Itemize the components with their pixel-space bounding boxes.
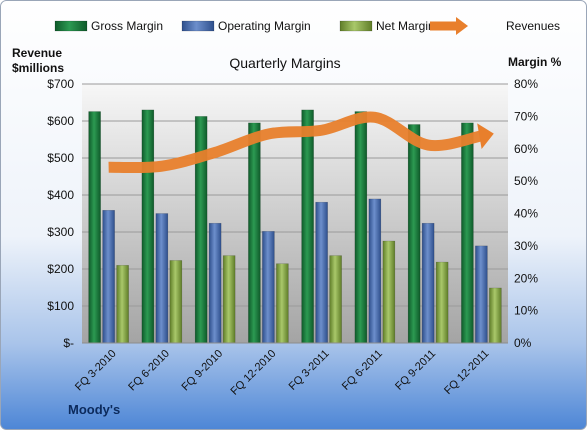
net-margin-bar <box>116 265 129 344</box>
operating-margin-bar <box>208 222 222 344</box>
operating-margin-bar <box>368 198 382 344</box>
right-axis-label: Margin % <box>508 55 562 69</box>
operating-margin-bar <box>155 213 169 344</box>
net-margin-bar <box>169 260 183 344</box>
left-axis-tick-labels: $- $100 $200 $300 $400 $500 $600 $700 <box>47 77 74 350</box>
net-margin-bar <box>329 255 342 344</box>
right-tick-label: 60% <box>514 142 538 156</box>
right-tick-label: 10% <box>514 304 538 318</box>
legend-swatch <box>54 20 88 32</box>
net-margin-bar <box>276 263 289 344</box>
right-tick-label: 0% <box>514 336 532 350</box>
operating-margin-bar <box>315 201 328 344</box>
legend-label: Operating Margin <box>218 19 311 33</box>
operating-margin-bar <box>421 222 435 344</box>
net-margin-bar <box>435 261 449 344</box>
right-tick-label: 70% <box>514 109 538 123</box>
net-margin-bar <box>382 240 396 344</box>
legend-label: Gross Margin <box>91 19 163 33</box>
revenue-line-series <box>108 111 494 174</box>
net-margin-bar <box>222 255 236 344</box>
revenue-line <box>108 111 483 174</box>
gross-margin-bar <box>354 111 368 344</box>
operating-margin-bar <box>475 245 488 344</box>
left-tick-label: $700 <box>47 77 74 91</box>
operating-margin-bar <box>262 231 275 344</box>
left-tick-label: $200 <box>47 262 74 276</box>
gross-margin-bar <box>88 111 101 344</box>
net-margin-bar <box>489 287 502 344</box>
left-axis-label-line1: Revenue <box>12 46 62 60</box>
legend: Gross Margin Operating Margin Net Margin Re… <box>54 17 560 35</box>
left-tick-label: $- <box>63 336 74 350</box>
legend-swatch-arrowhead <box>456 17 468 35</box>
legend-label: Revenues <box>506 19 560 33</box>
revenue-line-arrowhead <box>477 123 494 149</box>
legend-swatch <box>181 20 215 32</box>
gross-margin-bar <box>141 109 155 344</box>
left-tick-label: $500 <box>47 151 74 165</box>
gross-margin-bar <box>248 122 261 344</box>
gross-margin-bar <box>301 109 314 344</box>
left-axis-label-line2: $millions <box>12 61 64 75</box>
gross-margin-bar <box>461 122 474 344</box>
right-tick-label: 30% <box>514 239 538 253</box>
left-tick-label: $300 <box>47 225 74 239</box>
left-tick-label: $600 <box>47 114 74 128</box>
operating-margin-bar <box>102 210 115 344</box>
company-label: Moody's <box>68 402 120 417</box>
left-tick-label: $400 <box>47 188 74 202</box>
chart-title: Quarterly Margins <box>229 55 340 71</box>
right-tick-label: 20% <box>514 271 538 285</box>
right-tick-label: 80% <box>514 77 538 91</box>
gross-margin-bar <box>407 124 421 344</box>
left-tick-label: $100 <box>47 299 74 313</box>
right-axis-tick-labels: 0% 10% 20% 30% 40% 50% 60% 70% 80% <box>514 77 538 350</box>
legend-label: Net Margin <box>376 19 435 33</box>
legend-swatch <box>339 20 373 32</box>
right-tick-label: 50% <box>514 174 538 188</box>
right-tick-label: 40% <box>514 207 538 221</box>
